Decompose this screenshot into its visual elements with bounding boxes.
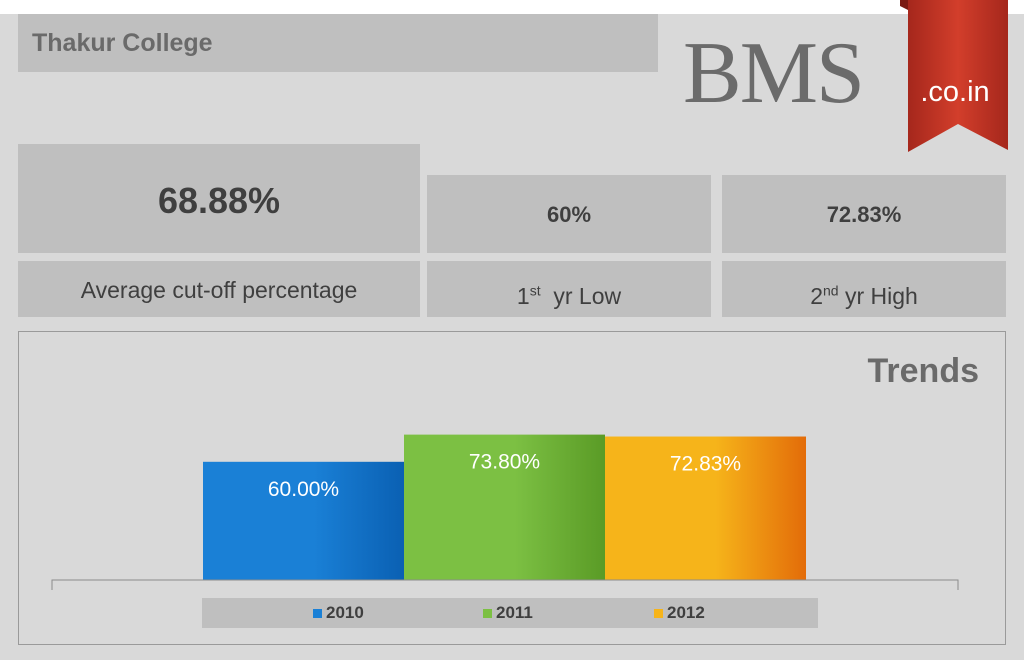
- low-value-box: 60%: [427, 175, 711, 253]
- ribbon-icon: [900, 0, 1008, 152]
- legend-label-2010: 2010: [326, 603, 364, 622]
- average-value: 68.88%: [157, 180, 281, 221]
- legend-label-2011: 2011: [496, 603, 533, 622]
- logo-ribbon-text: .co.in: [920, 76, 990, 108]
- bar-2011: [404, 434, 605, 580]
- legend-item-2012: 2012: [654, 600, 705, 626]
- chart-title: Trends: [867, 352, 979, 390]
- legend-label-2012: 2012: [667, 603, 705, 622]
- low-label: 1st yr Low: [516, 282, 622, 309]
- average-label-box: Average cut-off percentage: [18, 261, 420, 317]
- high-value-box: 72.83%: [722, 175, 1006, 253]
- high-value: 72.83%: [826, 202, 902, 227]
- bar-2012: [605, 436, 806, 580]
- average-label: Average cut-off percentage: [80, 277, 358, 303]
- college-title: Thakur College: [32, 29, 213, 57]
- title-bar: Thakur College: [18, 14, 658, 72]
- logo-text: BMS: [683, 25, 865, 122]
- legend-item-2010: 2010: [313, 600, 364, 626]
- legend: [202, 598, 818, 628]
- data-label-2010: 60.00%: [268, 478, 339, 501]
- data-label-2012: 72.83%: [670, 453, 741, 476]
- data-label-2011: 73.80%: [469, 451, 540, 474]
- low-label-box: 1st yr Low: [427, 261, 711, 317]
- x-axis-line: [51, 579, 959, 590]
- average-value-box: 68.88%: [18, 144, 420, 253]
- high-label-box: 2nd yr High: [722, 261, 1006, 317]
- legend-swatch-2012: [654, 609, 663, 619]
- high-label: 2nd yr High: [810, 282, 918, 309]
- legend-item-2011: 2011: [483, 600, 533, 626]
- legend-swatch-2010: [313, 609, 322, 619]
- low-value: 60%: [546, 202, 592, 227]
- legend-swatch-2011: [483, 609, 492, 619]
- bar-2010: [203, 461, 404, 580]
